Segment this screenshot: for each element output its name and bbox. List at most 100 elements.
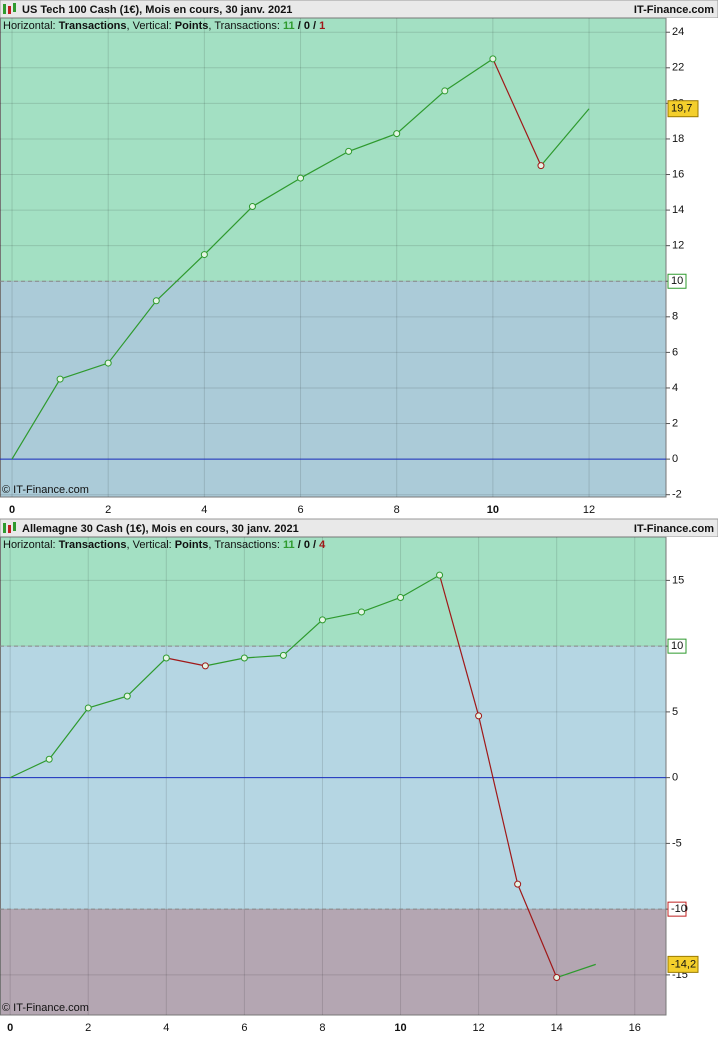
point xyxy=(489,55,497,63)
x-tick-label: 0 xyxy=(7,1022,13,1034)
subtitle: Horizontal: Transactions, Vertical: Poin… xyxy=(3,20,325,32)
point xyxy=(123,692,131,700)
point xyxy=(200,251,208,259)
subtitle-part: , Vertical: xyxy=(127,20,175,32)
x-tick-label: 2 xyxy=(85,1022,91,1034)
point xyxy=(397,593,405,601)
subtitle-part: Horizontal: xyxy=(3,20,59,32)
y-tick-label: 0 xyxy=(672,453,678,465)
line-segment xyxy=(205,657,245,667)
watermark: © IT-Finance.com xyxy=(2,1002,89,1014)
zone xyxy=(0,909,666,1015)
subtitle-part: , Transactions: xyxy=(208,20,283,32)
y-tick-label: 14 xyxy=(672,204,684,216)
x-tick-label: 10 xyxy=(487,504,499,516)
point xyxy=(297,174,305,182)
line-segment xyxy=(322,611,362,621)
point xyxy=(393,130,401,138)
subtitle-part: 11 xyxy=(283,20,295,32)
x-tick-label: 16 xyxy=(629,1022,641,1034)
last-value-label: 19,7 xyxy=(671,103,692,115)
threshold-label: -10 xyxy=(671,903,687,915)
x-tick-label: 8 xyxy=(394,504,400,516)
threshold-box xyxy=(667,638,687,654)
point xyxy=(162,654,170,662)
line-segment xyxy=(244,654,284,659)
point xyxy=(279,651,287,659)
point xyxy=(441,87,449,95)
subtitle-part: , Vertical: xyxy=(127,539,175,551)
point xyxy=(240,654,248,662)
subtitle-part: / xyxy=(295,20,304,32)
subtitle-part: 0 xyxy=(304,20,310,32)
y-tick-label: 22 xyxy=(672,62,684,74)
point xyxy=(152,297,160,305)
point xyxy=(45,755,53,763)
line-segment xyxy=(155,254,205,302)
line-segment xyxy=(107,300,157,364)
zone xyxy=(0,537,666,647)
subtitle-part: 4 xyxy=(319,539,326,551)
y-tick-label: 18 xyxy=(672,133,684,145)
plot-border xyxy=(0,17,667,498)
line-segment xyxy=(400,574,440,599)
axis-panel xyxy=(666,537,718,1015)
subtitle-part: 0 xyxy=(304,539,310,551)
point xyxy=(345,147,353,155)
x-tick-label: 0 xyxy=(9,504,15,516)
line-segment xyxy=(11,378,61,460)
point xyxy=(56,375,64,383)
chart-title: Allemagne 30 Cash (1€), Mois en cours, 3… xyxy=(22,523,299,535)
x-tick-label: 12 xyxy=(583,504,595,516)
subtitle-part: / xyxy=(310,20,319,32)
line-segment xyxy=(517,883,558,978)
header-icon xyxy=(3,523,6,533)
watermark: © IT-Finance.com xyxy=(2,484,89,496)
y-tick-label: 4 xyxy=(672,382,678,394)
line-segment xyxy=(556,963,596,979)
subtitle: Horizontal: Transactions, Vertical: Poin… xyxy=(3,539,326,551)
line-segment xyxy=(203,206,253,255)
header-icon xyxy=(8,525,11,533)
threshold-label: 10 xyxy=(671,640,683,652)
plot-border xyxy=(0,536,667,1016)
line-segment xyxy=(478,715,519,885)
subtitle-part: Transactions xyxy=(59,20,127,32)
x-tick-label: 2 xyxy=(105,504,111,516)
brand: IT-Finance.com xyxy=(634,4,714,16)
line-segment xyxy=(59,362,109,380)
subtitle-part: Points xyxy=(175,539,209,551)
header-icon xyxy=(3,4,6,14)
header-icon xyxy=(13,522,16,531)
point xyxy=(201,662,209,670)
line-segment xyxy=(48,707,89,760)
point xyxy=(104,359,112,367)
subtitle-part: 1 xyxy=(319,20,325,32)
subtitle-part: 11 xyxy=(283,539,295,551)
y-tick-label: 15 xyxy=(672,574,684,586)
point xyxy=(537,162,545,170)
y-tick-label: 24 xyxy=(672,26,684,38)
point xyxy=(475,712,483,720)
y-tick-label: -2 xyxy=(672,489,682,501)
point xyxy=(357,608,365,616)
chart-title: US Tech 100 Cash (1€), Mois en cours, 30… xyxy=(22,4,292,16)
subtitle-part: , Transactions: xyxy=(208,539,283,551)
threshold-box xyxy=(667,901,687,917)
point xyxy=(248,203,256,211)
point xyxy=(514,880,522,888)
axis-panel xyxy=(666,18,718,497)
y-tick-label: 6 xyxy=(672,346,678,358)
last-value-box xyxy=(667,100,699,118)
line-segment xyxy=(396,90,446,135)
threshold-label: 10 xyxy=(671,275,683,287)
y-tick-label: 8 xyxy=(672,311,678,323)
y-tick-label: 0 xyxy=(672,772,678,784)
x-tick-label: 6 xyxy=(297,504,303,516)
brand: IT-Finance.com xyxy=(634,523,714,535)
x-tick-label: 8 xyxy=(319,1022,325,1034)
line-segment xyxy=(166,657,206,667)
line-segment xyxy=(252,177,301,208)
subtitle-part: / xyxy=(295,539,304,551)
line-segment xyxy=(9,758,50,779)
